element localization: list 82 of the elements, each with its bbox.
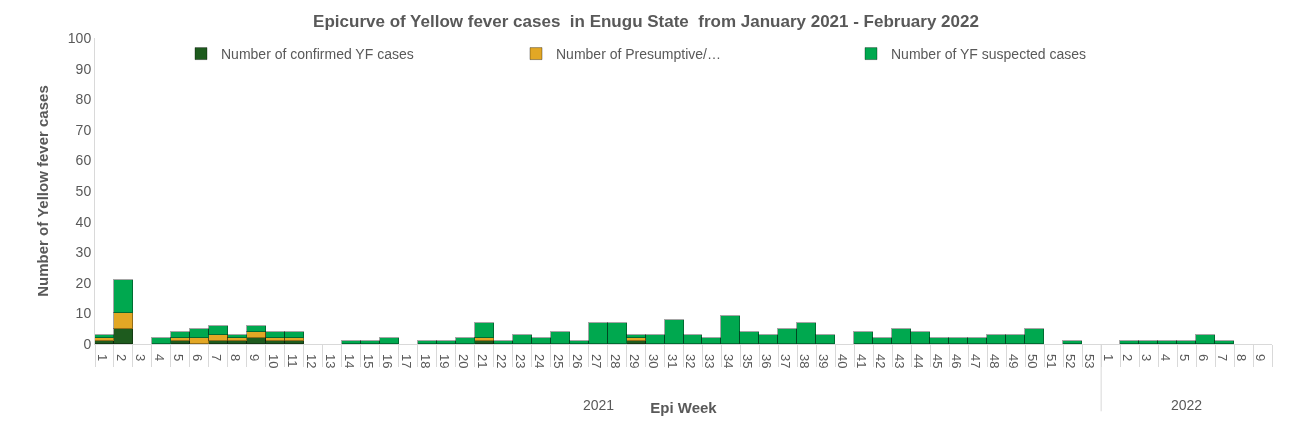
- x-tick-label: 4: [151, 354, 167, 362]
- y-tick-label: 30: [75, 244, 92, 261]
- x-tick-label: 10: [265, 354, 281, 369]
- chart-title: Epicurve of Yellow fever cases in Enugu State from January 2021 - February 2022: [313, 11, 979, 31]
- x-tick-label: 47: [968, 354, 984, 369]
- x-tick-label: 2: [113, 354, 129, 362]
- y-tick-label: 0: [83, 335, 92, 352]
- x-tick-label: 23: [512, 354, 528, 369]
- y-axis-title: Number of Yellow fever cases: [34, 85, 52, 297]
- x-tick-label: 16: [379, 354, 395, 369]
- x-tick-label: 36: [759, 354, 775, 369]
- x-tick-label: 49: [1006, 354, 1022, 369]
- y-tick-label: 70: [75, 121, 92, 138]
- x-tick-label: 25: [550, 354, 566, 369]
- x-tick-label: 6: [189, 354, 205, 362]
- bar: [1062, 340, 1082, 344]
- legend-label: Number of Presumptive/…: [556, 46, 721, 63]
- x-tick-label: 1: [94, 354, 110, 362]
- x-tick-label: 2: [1120, 354, 1136, 362]
- x-tick-label: 26: [569, 354, 585, 369]
- x-tick-label: 3: [132, 354, 148, 362]
- y-tick-label: 90: [75, 60, 92, 77]
- x-tick-label: 8: [1234, 354, 1250, 362]
- x-tick-label: 7: [1215, 354, 1231, 362]
- text: 2021: [583, 397, 615, 413]
- x-tick-label: 40: [835, 354, 851, 369]
- x-tick-label: 38: [797, 354, 813, 369]
- x-tick-label: 11: [284, 354, 300, 368]
- x-tick-label: 51: [1044, 354, 1060, 369]
- x-tick-label: 32: [683, 354, 699, 369]
- x-tick-label: 43: [892, 354, 908, 369]
- y-tick-label: 50: [75, 182, 92, 199]
- x-tick-label: 22: [493, 354, 509, 369]
- x-tick-label: 14: [341, 354, 357, 369]
- y-tick-label: 80: [75, 91, 92, 108]
- x-tick-label: 37: [778, 354, 794, 369]
- x-tick-label: 21: [474, 354, 490, 369]
- x-tick-label: 9: [246, 354, 262, 362]
- x-tick-label: 30: [645, 354, 661, 369]
- y-tick-label: 20: [75, 274, 92, 291]
- y-tick-label: 60: [75, 152, 92, 169]
- x-tick-label: 19: [436, 354, 452, 369]
- y-tick-label: 100: [67, 29, 92, 46]
- y-tick-label: 10: [75, 305, 92, 322]
- x-tick-label: 18: [417, 354, 433, 369]
- x-tick-label: 53: [1082, 354, 1098, 369]
- text: 2022: [1171, 397, 1203, 413]
- x-tick-label: 39: [816, 354, 832, 369]
- x-tick-label: 12: [303, 354, 319, 369]
- x-tick-label: 41: [854, 354, 870, 369]
- x-tick-label: 24: [531, 354, 547, 369]
- x-tick-label: 9: [1253, 354, 1269, 362]
- x-tick-label: 3: [1139, 354, 1155, 362]
- x-tick-label: 50: [1025, 354, 1041, 369]
- x-tick-label: 5: [170, 354, 186, 362]
- x-axis-title: Epi Week: [650, 398, 718, 416]
- x-tick-label: 46: [949, 354, 965, 369]
- x-tick-label: 4: [1158, 354, 1174, 362]
- x-tick-label: 33: [702, 354, 718, 369]
- x-tick-label: 8: [227, 354, 243, 362]
- x-tick-label: 27: [588, 354, 604, 369]
- x-tick-label: 5: [1177, 354, 1193, 362]
- x-tick-label: 31: [664, 354, 680, 369]
- x-tick-label: 34: [721, 354, 737, 369]
- x-tick-label: 17: [398, 354, 414, 369]
- x-tick-label: 20: [455, 354, 471, 369]
- x-tick-label: 35: [740, 354, 756, 369]
- x-tick-label: 48: [987, 354, 1003, 369]
- x-tick-label: 44: [911, 354, 927, 369]
- x-tick-label: 42: [873, 354, 889, 369]
- x-tick-label: 28: [607, 354, 623, 369]
- legend-label: Number of confirmed YF cases: [221, 46, 414, 63]
- y-tick-label: 40: [75, 213, 92, 230]
- x-tick-label: 52: [1063, 354, 1079, 369]
- legend-label: Number of YF suspected cases: [891, 46, 1087, 63]
- x-tick-label: 7: [208, 354, 224, 362]
- x-tick-label: 1: [1101, 354, 1117, 362]
- x-tick-label: 45: [930, 354, 946, 369]
- x-tick-label: 6: [1196, 354, 1212, 362]
- x-tick-label: 29: [626, 354, 642, 369]
- x-tick-label: 15: [360, 354, 376, 369]
- x-tick-label: 13: [322, 354, 338, 369]
